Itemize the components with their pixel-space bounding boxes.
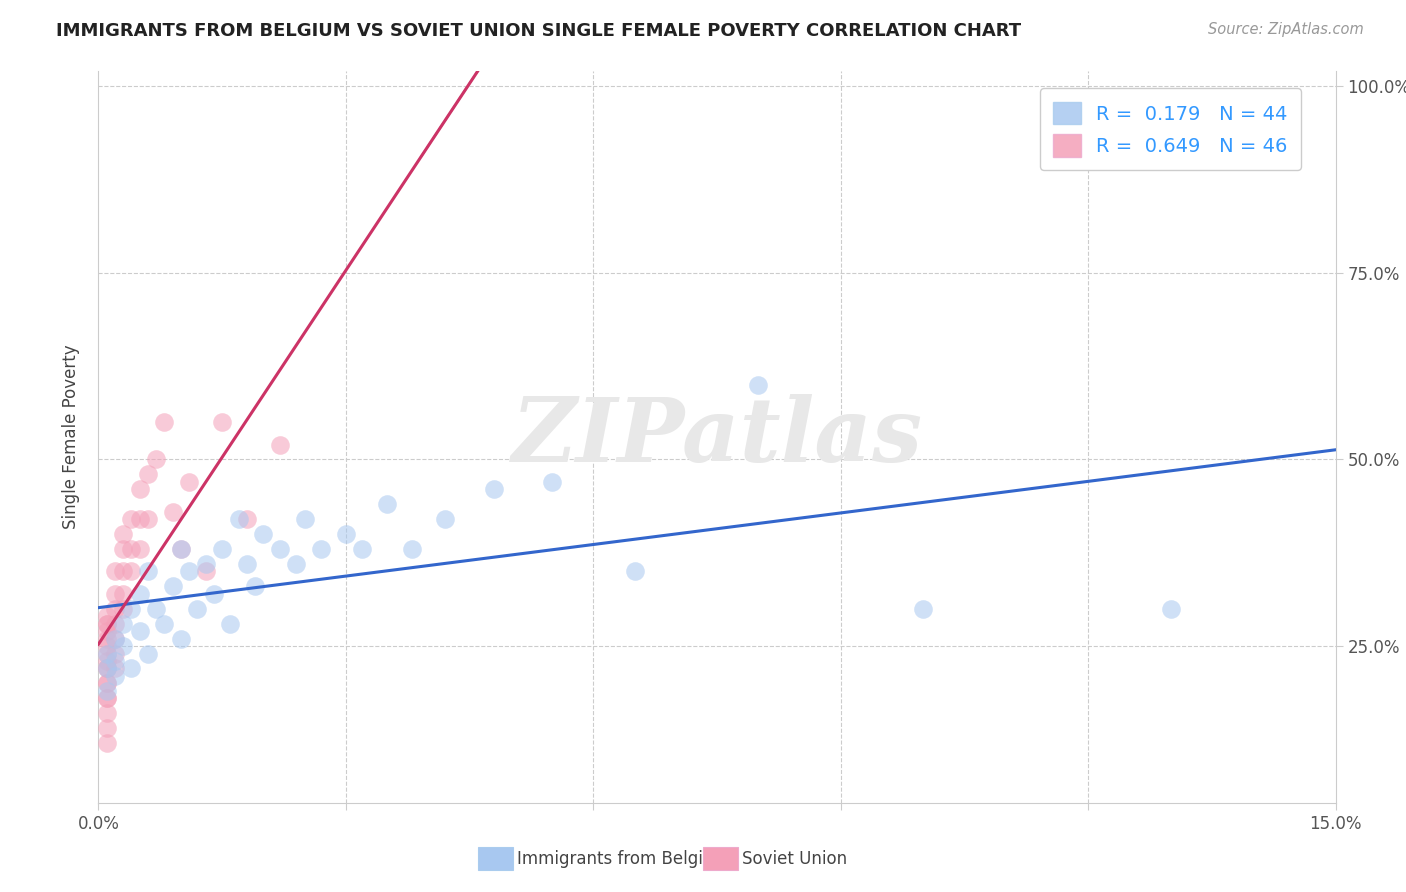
Point — [112, 542, 135, 557]
Point — [128, 512, 150, 526]
Point — [219, 616, 242, 631]
Point — [252, 527, 274, 541]
Point — [623, 565, 645, 579]
Point — [112, 639, 135, 653]
Point — [112, 565, 135, 579]
Point — [104, 654, 127, 668]
Point — [104, 565, 127, 579]
Point — [236, 557, 259, 571]
Point — [96, 616, 118, 631]
Point — [269, 542, 291, 557]
Point — [170, 542, 193, 557]
Point — [243, 579, 266, 593]
Point — [120, 512, 142, 526]
Legend: R =  0.179   N = 44, R =  0.649   N = 46: R = 0.179 N = 44, R = 0.649 N = 46 — [1040, 88, 1301, 170]
Point — [104, 669, 127, 683]
Y-axis label: Single Female Poverty: Single Female Poverty — [62, 345, 80, 529]
Point — [228, 512, 250, 526]
Point — [747, 377, 769, 392]
Point — [136, 565, 159, 579]
Point — [96, 661, 118, 675]
Point — [186, 601, 208, 615]
Point — [375, 497, 398, 511]
Point — [104, 632, 127, 646]
Point — [145, 601, 167, 615]
Point — [170, 632, 193, 646]
Point — [194, 565, 217, 579]
Point — [136, 467, 159, 482]
Point — [96, 616, 118, 631]
Point — [136, 512, 159, 526]
Point — [104, 661, 127, 675]
Text: Immigrants from Belgium: Immigrants from Belgium — [517, 850, 730, 868]
Point — [96, 676, 118, 690]
Point — [211, 542, 233, 557]
Point — [162, 579, 184, 593]
Point — [484, 483, 506, 497]
Text: Source: ZipAtlas.com: Source: ZipAtlas.com — [1208, 22, 1364, 37]
Point — [96, 661, 118, 675]
Point — [352, 542, 374, 557]
Point — [96, 676, 118, 690]
Point — [433, 512, 456, 526]
Point — [104, 616, 127, 631]
Point — [194, 557, 217, 571]
Point — [112, 587, 135, 601]
Point — [401, 542, 423, 557]
Point — [96, 632, 118, 646]
Point — [120, 661, 142, 675]
Point — [104, 587, 127, 601]
Point — [912, 601, 935, 615]
Point — [96, 639, 118, 653]
Point — [104, 601, 127, 615]
Point — [145, 452, 167, 467]
Point — [179, 475, 201, 489]
Point — [96, 609, 118, 624]
Point — [112, 616, 135, 631]
Point — [104, 647, 127, 661]
Point — [128, 587, 150, 601]
Point — [120, 565, 142, 579]
Point — [96, 691, 118, 706]
Point — [179, 565, 201, 579]
Point — [170, 542, 193, 557]
Point — [96, 683, 118, 698]
Point — [96, 661, 118, 675]
Point — [120, 542, 142, 557]
Point — [285, 557, 308, 571]
Text: ZIPatlas: ZIPatlas — [512, 394, 922, 480]
Point — [104, 632, 127, 646]
Point — [96, 654, 118, 668]
Point — [202, 587, 225, 601]
Point — [309, 542, 332, 557]
Point — [128, 483, 150, 497]
Point — [96, 691, 118, 706]
Text: Soviet Union: Soviet Union — [742, 850, 848, 868]
Point — [162, 505, 184, 519]
Point — [112, 601, 135, 615]
Point — [236, 512, 259, 526]
Point — [128, 542, 150, 557]
Point — [1160, 601, 1182, 615]
Point — [269, 437, 291, 451]
Point — [153, 616, 176, 631]
Point — [294, 512, 316, 526]
Point — [128, 624, 150, 639]
Point — [96, 721, 118, 735]
Point — [211, 415, 233, 429]
Point — [136, 647, 159, 661]
Point — [112, 527, 135, 541]
Point — [335, 527, 357, 541]
Point — [541, 475, 564, 489]
Point — [96, 647, 118, 661]
Point — [153, 415, 176, 429]
Point — [96, 706, 118, 721]
Text: IMMIGRANTS FROM BELGIUM VS SOVIET UNION SINGLE FEMALE POVERTY CORRELATION CHART: IMMIGRANTS FROM BELGIUM VS SOVIET UNION … — [56, 22, 1021, 40]
Point — [96, 647, 118, 661]
Point — [120, 601, 142, 615]
Point — [96, 624, 118, 639]
Point — [96, 736, 118, 750]
